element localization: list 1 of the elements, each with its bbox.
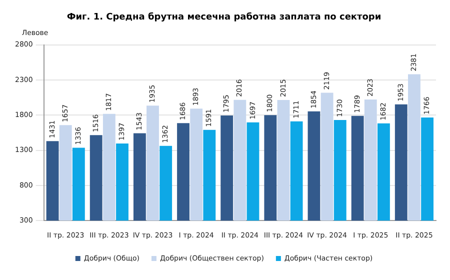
chart-title: Фиг. 1. Средна брутна месечна работна заплата по сектори [66,12,382,23]
